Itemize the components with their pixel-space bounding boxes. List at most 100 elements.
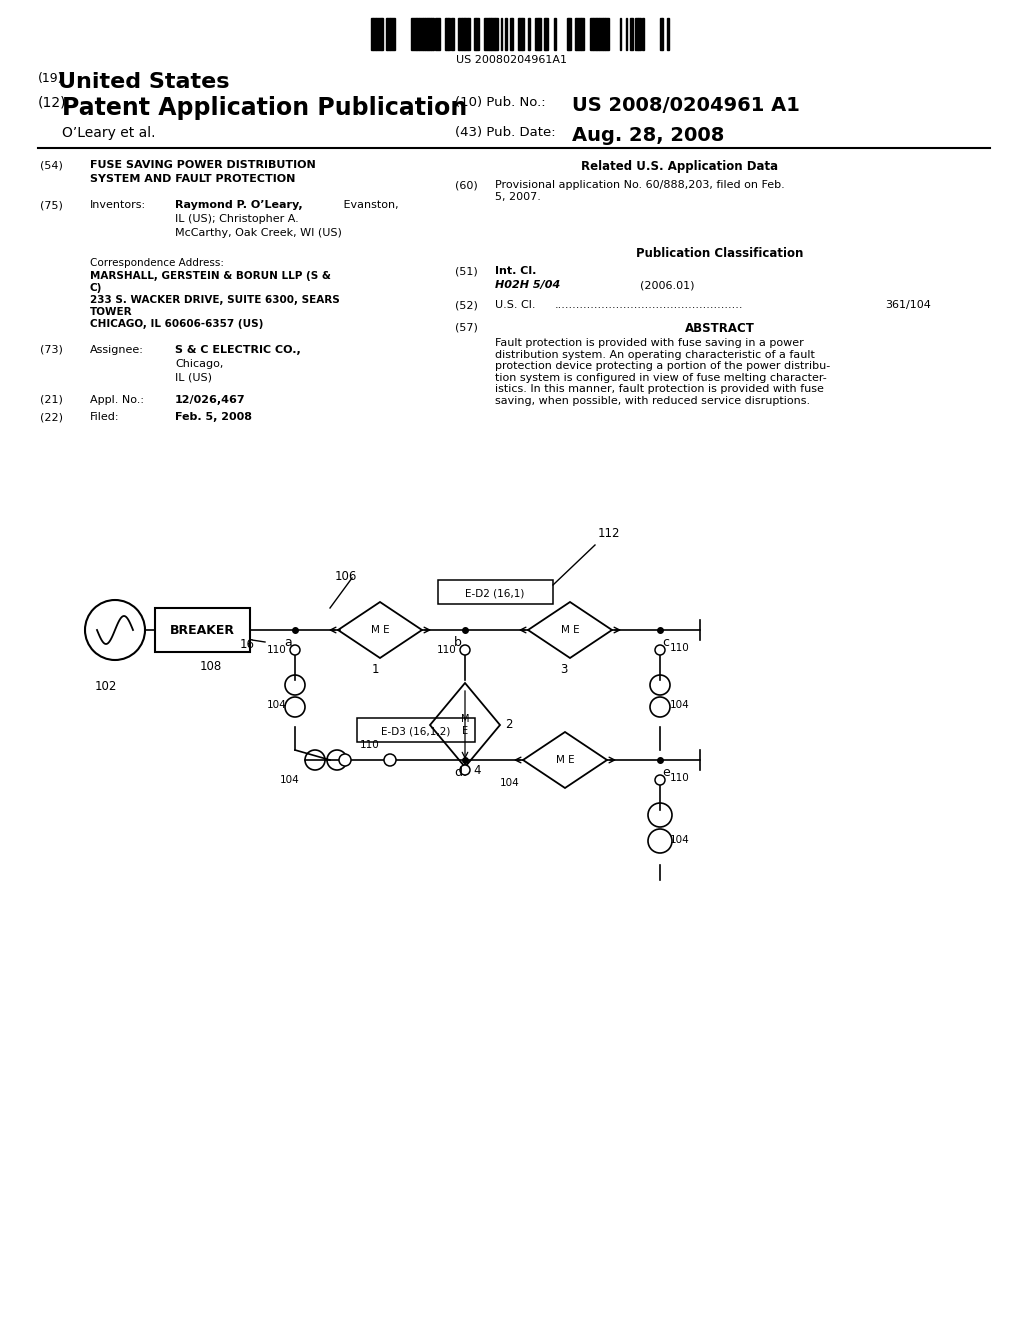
Bar [522,18,524,50]
Text: Publication Classification: Publication Classification [636,247,804,260]
Bar [510,18,512,50]
Bar [642,18,644,50]
Text: S & C ELECTRIC CO.,: S & C ELECTRIC CO., [175,345,301,355]
Text: 104: 104 [280,775,300,785]
Bar [597,18,599,50]
Bar [449,18,450,50]
Text: (52): (52) [455,300,478,310]
Bar [411,18,416,50]
Bar [626,18,627,50]
Bar [431,18,433,50]
Text: Assignee:: Assignee: [90,345,144,355]
Text: 16: 16 [240,638,255,651]
Text: (22): (22) [40,412,63,422]
Bar [376,18,381,50]
Text: H02H 5/04: H02H 5/04 [495,280,560,290]
Text: 110: 110 [267,645,287,655]
Text: 104: 104 [670,700,690,710]
Bar [538,18,540,50]
Text: b: b [454,636,462,649]
Text: c: c [662,636,669,649]
Text: TOWER: TOWER [90,308,133,317]
Bar [459,18,462,50]
Bar [545,18,547,50]
Bar [635,18,638,50]
Bar [575,18,577,50]
Text: Filed:: Filed: [90,412,120,422]
Bar [631,18,634,50]
Bar [371,18,373,50]
Text: Patent Application Publication: Patent Application Publication [62,96,467,120]
Bar [155,609,250,652]
Bar [373,18,376,50]
Circle shape [655,645,665,655]
Text: 110: 110 [360,741,380,750]
Bar [476,18,479,50]
Text: SYSTEM AND FAULT PROTECTION: SYSTEM AND FAULT PROTECTION [90,174,295,183]
Text: E-D3 (16,1,2): E-D3 (16,1,2) [381,726,451,737]
Bar [659,18,662,50]
Text: IL (US): IL (US) [175,374,212,383]
Bar [418,18,419,50]
Bar [458,18,459,50]
Bar [568,18,569,50]
Text: 110: 110 [670,774,690,783]
Text: McCarthy, Oak Creek, WI (US): McCarthy, Oak Creek, WI (US) [175,228,342,238]
Bar [488,18,490,50]
Bar [464,18,465,50]
Bar [527,18,529,50]
Text: 1: 1 [372,663,380,676]
Bar [382,18,383,50]
Text: 2: 2 [505,718,512,731]
Text: 4: 4 [473,763,480,776]
Text: US 2008/0204961 A1: US 2008/0204961 A1 [572,96,800,115]
Bar [590,18,593,50]
Bar [423,18,425,50]
Text: 104: 104 [267,700,287,710]
Text: M E: M E [561,624,580,635]
Bar [577,18,582,50]
Text: FUSE SAVING POWER DISTRIBUTION: FUSE SAVING POWER DISTRIBUTION [90,160,315,170]
Text: Appl. No.:: Appl. No.: [90,395,144,405]
Text: M E: M E [556,755,574,766]
Text: M E: M E [371,624,389,635]
Text: a: a [285,636,292,649]
Bar [603,18,604,50]
Bar [425,18,427,50]
Bar [519,18,522,50]
Bar [435,18,440,50]
Text: 112: 112 [598,527,621,540]
Bar [554,18,556,50]
Bar [512,18,513,50]
Text: Related U.S. Application Data: Related U.S. Application Data [582,160,778,173]
Text: d: d [454,766,462,779]
Bar [433,18,434,50]
Bar [438,579,553,605]
Text: IL (US); Christopher A.: IL (US); Christopher A. [175,214,299,224]
Circle shape [460,766,470,775]
Bar [465,18,468,50]
Text: (10) Pub. No.:: (10) Pub. No.: [455,96,546,110]
Text: C): C) [90,282,102,293]
Text: M
E: M E [461,714,469,735]
Text: (73): (73) [40,345,62,355]
Text: 108: 108 [200,660,222,673]
Text: (57): (57) [455,322,478,333]
Text: (12): (12) [38,96,67,110]
Text: 104: 104 [500,777,520,788]
Text: 110: 110 [437,645,457,655]
Bar [490,18,496,50]
Bar [599,18,603,50]
Bar [427,18,428,50]
Bar [381,18,382,50]
Bar [567,18,568,50]
Text: BREAKER: BREAKER [170,623,234,636]
Bar [390,18,395,50]
Text: Aug. 28, 2008: Aug. 28, 2008 [572,125,724,145]
Text: 361/104: 361/104 [885,300,931,310]
Bar [582,18,585,50]
Text: Inventors:: Inventors: [90,201,146,210]
Text: Raymond P. O’Leary,: Raymond P. O’Leary, [175,201,303,210]
Text: (2006.01): (2006.01) [640,280,694,290]
Bar [569,18,571,50]
